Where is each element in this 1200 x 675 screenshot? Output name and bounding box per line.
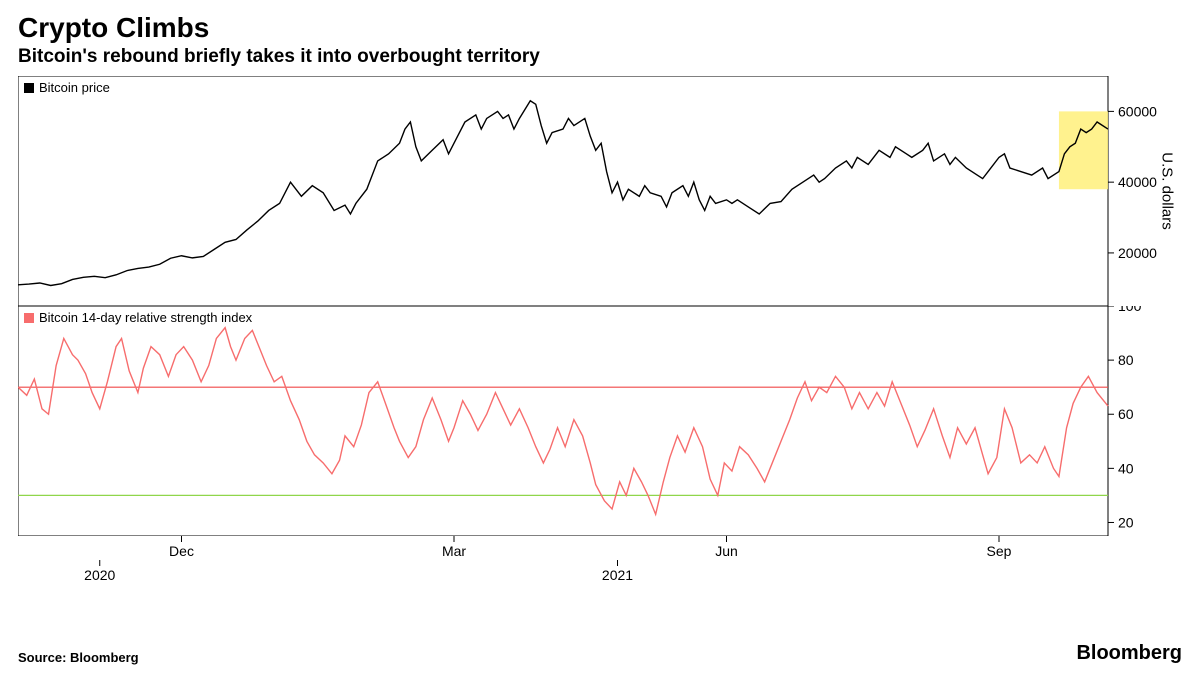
svg-text:80: 80 [1118,352,1134,368]
svg-text:20000: 20000 [1118,245,1157,261]
svg-text:40: 40 [1118,460,1134,476]
top-legend-swatch [24,83,34,93]
chart-subtitle: Bitcoin's rebound briefly takes it into … [18,46,1182,68]
bottom-legend-swatch [24,313,34,323]
svg-text:20: 20 [1118,514,1134,530]
charts-area: Bitcoin price U.S. dollars 20000 40000 600… [18,76,1182,638]
source-attribution: Source: Bloomberg [18,650,139,665]
svg-text:100: 100 [1118,306,1142,314]
x-axis: Dec Mar Jun Sep 2020 2021 [18,536,1168,584]
top-chart: Bitcoin price U.S. dollars 20000 40000 600… [18,76,1182,306]
svg-text:Sep: Sep [987,543,1012,559]
svg-text:Jun: Jun [715,543,738,559]
chart-title: Crypto Climbs [18,12,1182,44]
top-chart-svg: 20000 40000 60000 [18,76,1168,306]
bottom-legend: Bitcoin 14-day relative strength index [24,310,252,325]
brand-logo: Bloomberg [1076,642,1182,665]
bottom-chart: Bitcoin 14-day relative strength index 2… [18,306,1182,536]
svg-text:60000: 60000 [1118,103,1157,119]
svg-text:60: 60 [1118,406,1134,422]
top-legend: Bitcoin price [24,80,110,95]
top-y-axis-label: U.S. dollars [1159,152,1176,230]
svg-text:Dec: Dec [169,543,194,559]
svg-text:40000: 40000 [1118,174,1157,190]
svg-text:Mar: Mar [442,543,466,559]
svg-text:2020: 2020 [84,567,115,583]
svg-text:2021: 2021 [602,567,633,583]
bottom-chart-svg: 20 40 60 80 100 [18,306,1168,536]
bottom-legend-label: Bitcoin 14-day relative strength index [39,310,252,325]
top-legend-label: Bitcoin price [39,80,110,95]
